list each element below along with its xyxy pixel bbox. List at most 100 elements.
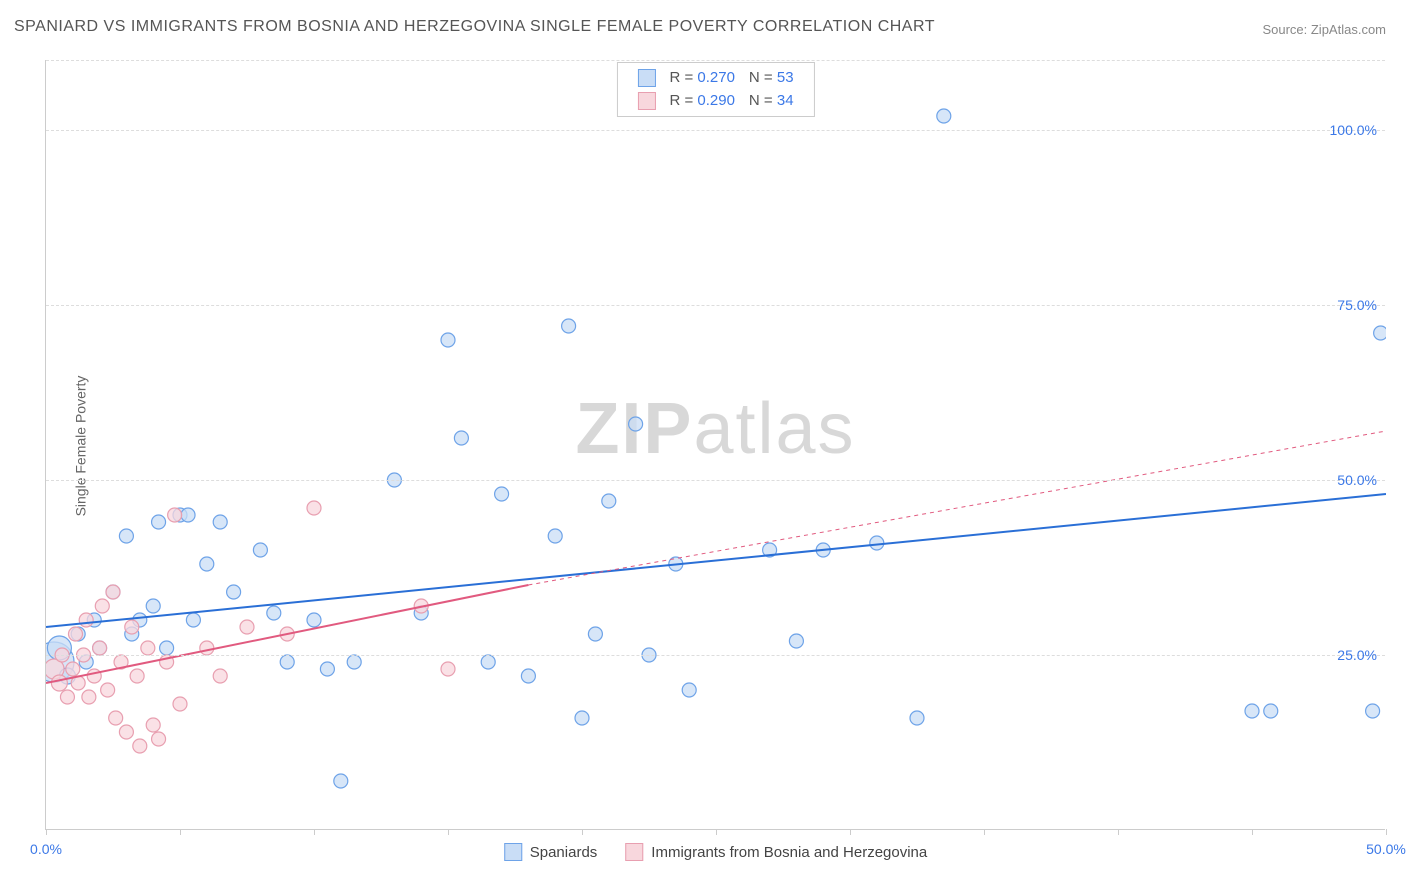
y-tick-label: 100.0%	[1330, 122, 1377, 138]
x-tick	[448, 829, 449, 835]
scatter-point	[95, 599, 109, 613]
scatter-point	[60, 690, 74, 704]
scatter-point	[240, 620, 254, 634]
x-tick	[1118, 829, 1119, 835]
legend-swatch	[504, 843, 522, 861]
scatter-svg	[46, 60, 1386, 830]
scatter-point	[119, 529, 133, 543]
scatter-point	[125, 620, 139, 634]
stats-row: R = 0.270 N = 53	[637, 67, 793, 90]
x-tick	[582, 829, 583, 835]
scatter-point	[87, 669, 101, 683]
scatter-point	[682, 683, 696, 697]
scatter-point	[200, 557, 214, 571]
x-tick	[314, 829, 315, 835]
scatter-point	[133, 739, 147, 753]
scatter-point	[548, 529, 562, 543]
scatter-point	[168, 508, 182, 522]
legend-label: Spaniards	[530, 844, 598, 861]
stat-R: R = 0.290	[669, 90, 734, 113]
trend-line-extended	[528, 431, 1386, 585]
scatter-point	[253, 543, 267, 557]
legend-label: Immigrants from Bosnia and Herzegovina	[651, 844, 927, 861]
chart-title: SPANIARD VS IMMIGRANTS FROM BOSNIA AND H…	[14, 18, 935, 36]
scatter-point	[588, 627, 602, 641]
scatter-point	[267, 606, 281, 620]
scatter-point	[937, 109, 951, 123]
scatter-point	[441, 662, 455, 676]
scatter-point	[119, 725, 133, 739]
scatter-point	[454, 431, 468, 445]
scatter-point	[213, 515, 227, 529]
legend-swatch	[637, 92, 655, 110]
legend-swatch	[625, 843, 643, 861]
stat-N: N = 34	[749, 90, 794, 113]
y-tick-label: 25.0%	[1337, 647, 1377, 663]
bottom-legend: Spaniards Immigrants from Bosnia and Herz…	[504, 843, 928, 861]
scatter-point	[146, 718, 160, 732]
scatter-point	[51, 675, 67, 691]
scatter-point	[1366, 704, 1380, 718]
scatter-point	[307, 501, 321, 515]
x-tick	[1252, 829, 1253, 835]
scatter-point	[320, 662, 334, 676]
scatter-point	[82, 690, 96, 704]
scatter-point	[68, 627, 82, 641]
legend-swatch	[637, 69, 655, 87]
scatter-point	[141, 641, 155, 655]
scatter-point	[910, 711, 924, 725]
x-tick	[984, 829, 985, 835]
y-tick-label: 50.0%	[1337, 472, 1377, 488]
scatter-point	[280, 655, 294, 669]
x-tick	[716, 829, 717, 835]
scatter-point	[79, 613, 93, 627]
scatter-point	[347, 655, 361, 669]
gridline-h	[46, 480, 1385, 481]
gridline-h	[46, 655, 1385, 656]
scatter-point	[307, 613, 321, 627]
scatter-point	[146, 599, 160, 613]
scatter-point	[130, 669, 144, 683]
scatter-point	[181, 508, 195, 522]
stat-N: N = 53	[749, 67, 794, 90]
stat-R: R = 0.270	[669, 67, 734, 90]
gridline-h	[46, 60, 1385, 61]
scatter-point	[441, 333, 455, 347]
scatter-point	[186, 613, 200, 627]
scatter-point	[1264, 704, 1278, 718]
scatter-point	[629, 417, 643, 431]
scatter-point	[227, 585, 241, 599]
scatter-point	[562, 319, 576, 333]
gridline-h	[46, 130, 1385, 131]
legend-item: Immigrants from Bosnia and Herzegovina	[625, 843, 927, 861]
scatter-point	[481, 655, 495, 669]
y-tick-label: 75.0%	[1337, 297, 1377, 313]
scatter-point	[109, 711, 123, 725]
scatter-point	[152, 515, 166, 529]
x-tick	[46, 829, 47, 835]
scatter-point	[521, 669, 535, 683]
scatter-point	[789, 634, 803, 648]
scatter-point	[101, 683, 115, 697]
scatter-point	[160, 641, 174, 655]
stats-row: R = 0.290 N = 34	[637, 90, 793, 113]
x-tick	[1386, 829, 1387, 835]
scatter-point	[602, 494, 616, 508]
plot-area: ZIPatlas R = 0.270N = 53R = 0.290N = 34 …	[45, 60, 1385, 830]
trend-line	[46, 494, 1386, 627]
x-tick	[850, 829, 851, 835]
scatter-point	[106, 585, 120, 599]
chart-container: SPANIARD VS IMMIGRANTS FROM BOSNIA AND H…	[0, 0, 1406, 892]
scatter-point	[575, 711, 589, 725]
scatter-point	[870, 536, 884, 550]
scatter-point	[213, 669, 227, 683]
stats-box: R = 0.270 N = 53 R = 0.290 N = 34	[616, 62, 814, 117]
scatter-point	[495, 487, 509, 501]
scatter-point	[66, 662, 80, 676]
scatter-point	[334, 774, 348, 788]
x-tick-label: 0.0%	[30, 841, 62, 857]
scatter-point	[1374, 326, 1386, 340]
scatter-point	[152, 732, 166, 746]
x-tick-label: 50.0%	[1366, 841, 1406, 857]
scatter-point	[200, 641, 214, 655]
